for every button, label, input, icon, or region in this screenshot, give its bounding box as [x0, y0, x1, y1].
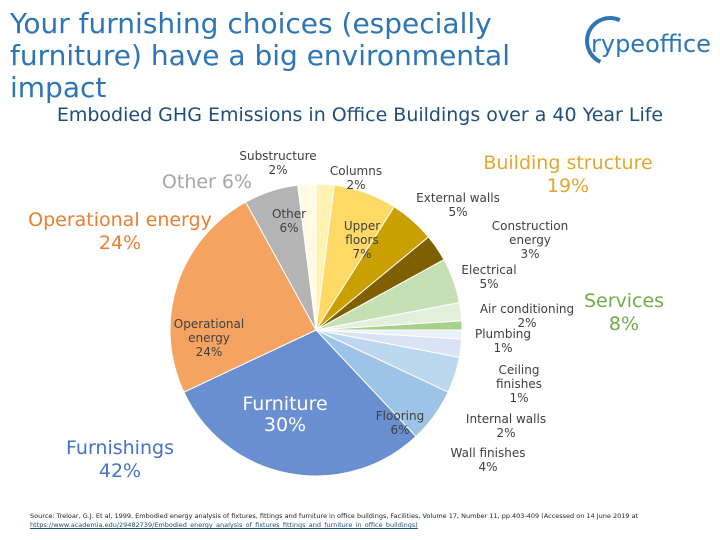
slice-label-upper-floors: Upper floors 7%	[344, 219, 380, 261]
slice-label-electrical: Electrical 5%	[461, 263, 516, 291]
slice-label-other: Other 6%	[272, 207, 306, 235]
slice-label-line: finishes	[496, 377, 542, 391]
group-label-operational-energy: Operational energy 24%	[28, 209, 212, 254]
group-label-building-structure: Building structure 19%	[483, 152, 652, 197]
slice-label-line: External walls	[416, 191, 500, 205]
slice-label-line: Wall finishes	[451, 446, 526, 460]
chart-title: Embodied GHG Emissions in Office Buildin…	[56, 104, 664, 126]
rype-office-logo: rypeoffice	[577, 8, 715, 74]
logo-rype: rype	[591, 30, 646, 58]
slice-label-wall-finishes: Wall finishes 4%	[451, 446, 526, 474]
pie-slice-substructure	[297, 183, 317, 331]
pie-slice-operational-energy	[169, 201, 317, 393]
group-label-services: Services 8%	[584, 290, 664, 335]
group-name: Building structure	[483, 152, 652, 174]
slice-label-line: 3%	[520, 247, 539, 261]
slice-label-line: 2%	[517, 316, 536, 330]
logo-office: office	[645, 30, 711, 58]
slice-label-line: Upper	[344, 219, 380, 233]
slice-label-line: Operational	[174, 317, 244, 331]
slice-label-flooring: Flooring 6%	[376, 409, 424, 437]
slice-label-line: 4%	[478, 460, 497, 474]
slice-label-line: Substructure	[239, 149, 316, 163]
slice-label-line: Electrical	[461, 263, 516, 277]
logo-text: rypeoffice	[591, 30, 711, 58]
slice-label-line: 2%	[346, 178, 365, 192]
slice-label-operational-energy: Operational energy 24%	[174, 317, 244, 359]
group-value: 8%	[609, 313, 639, 335]
slice-label-line: Ceiling	[499, 363, 540, 377]
source-citation: Source: Treloar, G.J. Et al, 1999, Embod…	[30, 512, 690, 530]
source-text: Source: Treloar, G.J. Et al, 1999, Embod…	[30, 512, 639, 520]
pie-slice-furniture	[183, 329, 417, 477]
slice-label-line: Other	[272, 207, 306, 221]
group-name: Furnishings	[66, 437, 174, 459]
slice-label-line: Furniture	[242, 393, 327, 415]
group-label-furnishings: Furnishings 42%	[66, 437, 174, 482]
slice-label-line: 1%	[493, 341, 512, 355]
group-name: Operational energy	[28, 209, 212, 231]
slice-label-furniture: Furniture 30%	[242, 393, 327, 436]
slice-label-line: 30%	[264, 414, 306, 436]
slice-label-plumbing: Plumbing 1%	[475, 327, 531, 355]
group-label-other: Other 6%	[162, 171, 252, 193]
source-link[interactable]: https://www.academia.edu/29482739/Embodi…	[30, 521, 418, 529]
slice-label-line: 24%	[196, 345, 223, 359]
slice-label-line: Columns	[330, 164, 382, 178]
slice-label-line: 5%	[448, 205, 467, 219]
slice-label-line: 5%	[479, 277, 498, 291]
slice-label-line: 6%	[279, 221, 298, 235]
slice-label-line: Air conditioning	[480, 302, 574, 316]
slice-label-line: 2%	[268, 163, 287, 177]
slice-label-line: Plumbing	[475, 327, 531, 341]
slice-label-line: Flooring	[376, 409, 424, 423]
group-name: Services	[584, 290, 664, 312]
slice-label-internal-walls: Internal walls 2%	[466, 412, 546, 440]
slice-label-line: 1%	[509, 391, 528, 405]
slice-label-line: floors	[345, 233, 378, 247]
group-value: 42%	[99, 460, 141, 482]
slice-label-external-walls: External walls 5%	[416, 191, 500, 219]
slice-label-line: energy	[509, 233, 551, 247]
slice-label-line: Internal walls	[466, 412, 546, 426]
slice-label-ceiling-finishes: Ceiling finishes 1%	[496, 363, 542, 405]
slide-title: Your furnishing choices (especially furn…	[10, 7, 510, 104]
slice-label-air-conditioning: Air conditioning 2%	[480, 302, 574, 330]
slice-label-line: 7%	[352, 247, 371, 261]
slice-label-columns: Columns 2%	[330, 164, 382, 192]
slice-label-substructure: Substructure 2%	[239, 149, 316, 177]
slice-label-line: 6%	[390, 423, 409, 437]
group-value: 24%	[99, 232, 141, 254]
slice-label-line: 2%	[496, 426, 515, 440]
slice-label-line: Construction	[492, 219, 568, 233]
slice-label-line: energy	[188, 331, 230, 345]
slice-label-construction-energy: Construction energy 3%	[492, 219, 568, 261]
group-value: 19%	[547, 175, 589, 197]
